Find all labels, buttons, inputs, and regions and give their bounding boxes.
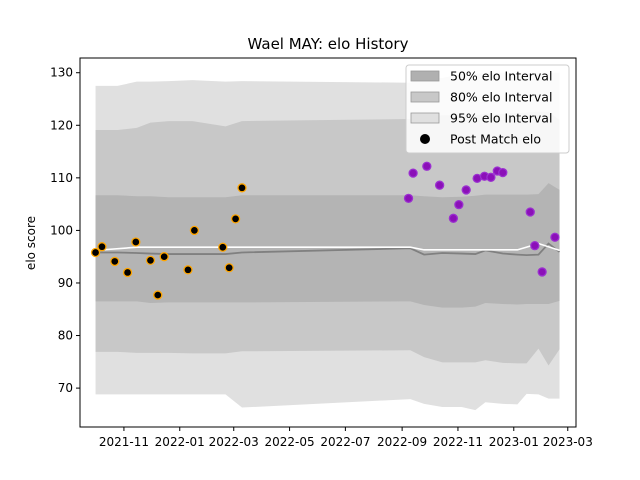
post-match-point-s0-10 bbox=[218, 242, 228, 252]
post-match-point-s1-5 bbox=[454, 200, 464, 210]
y-axis-label: elo score bbox=[24, 216, 38, 270]
post-match-point-s1-15 bbox=[550, 232, 560, 242]
legend-box bbox=[405, 64, 570, 154]
post-match-point-s1-12 bbox=[525, 207, 535, 217]
post-match-point-s0-13 bbox=[237, 183, 247, 193]
chart-title: Wael MAY: elo History bbox=[248, 35, 409, 53]
x-tick-label-3: 2022-05 bbox=[264, 435, 314, 449]
legend-swatch-1 bbox=[410, 91, 440, 103]
post-match-point-s0-7 bbox=[159, 252, 169, 262]
plot-area: 70 80 90 100 110 120 130 2021-11 2022-01 2022-03 2… bbox=[50, 57, 593, 449]
post-match-point-s0-8 bbox=[183, 265, 193, 275]
legend-label-3: Post Match elo bbox=[450, 132, 541, 147]
x-tick-label-6: 2022-11 bbox=[433, 435, 483, 449]
post-match-point-s0-0 bbox=[90, 247, 101, 258]
x-tick-label-1: 2022-01 bbox=[155, 435, 205, 449]
legend-label-0: 50% elo Interval bbox=[450, 69, 552, 84]
x-tick-label-4: 2022-07 bbox=[320, 435, 370, 449]
legend: 50% elo Interval 80% elo Interval 95% elo … bbox=[405, 64, 570, 154]
post-match-point-s1-6 bbox=[461, 185, 471, 195]
x-tick-label-8: 2023-03 bbox=[543, 435, 593, 449]
post-match-point-s0-2 bbox=[110, 256, 120, 267]
post-match-point-s1-9 bbox=[486, 172, 496, 182]
post-match-point-s0-1 bbox=[97, 242, 107, 252]
y-tick-label-2: 90 bbox=[58, 276, 73, 290]
x-tick-label-7: 2023-01 bbox=[489, 435, 539, 449]
post-match-point-s1-1 bbox=[408, 168, 418, 178]
post-match-point-s1-14 bbox=[537, 267, 547, 277]
post-match-point-s0-12 bbox=[230, 214, 241, 224]
y-tick-label-3: 100 bbox=[50, 223, 73, 237]
post-match-point-s0-3 bbox=[122, 267, 133, 278]
legend-swatch-2 bbox=[410, 112, 440, 124]
plot-inner bbox=[95, 72, 561, 411]
axes-frame bbox=[79, 57, 577, 428]
post-match-point-s0-11 bbox=[224, 263, 234, 273]
x-tick-label-5: 2022-09 bbox=[377, 435, 427, 449]
post-match-point-s1-2 bbox=[422, 161, 432, 171]
post-match-point-s1-0 bbox=[403, 193, 414, 203]
post-match-point-s0-5 bbox=[145, 255, 156, 266]
y-tick-label-0: 70 bbox=[58, 381, 73, 395]
x-tick-label-0: 2021-11 bbox=[99, 435, 149, 449]
legend-swatch-0 bbox=[410, 70, 440, 82]
post-match-point-s0-9 bbox=[189, 225, 200, 236]
interval-50-band bbox=[95, 183, 560, 308]
post-match-point-s1-11 bbox=[498, 167, 508, 178]
legend-label-1: 80% elo Interval bbox=[450, 90, 552, 105]
post-match-point-s1-13 bbox=[530, 241, 540, 251]
legend-label-2: 95% elo Interval bbox=[450, 111, 552, 126]
post-match-point-s1-3 bbox=[434, 180, 445, 190]
y-tick-label-1: 80 bbox=[58, 329, 73, 343]
mean-elo-line bbox=[95, 242, 561, 257]
y-tick-label-4: 110 bbox=[50, 171, 73, 185]
post-match-point-s0-6 bbox=[153, 290, 163, 300]
post-match-point-s1-4 bbox=[448, 213, 459, 223]
y-tick-label-5: 120 bbox=[50, 118, 73, 132]
legend-marker-3 bbox=[420, 134, 430, 144]
y-tick-label-6: 130 bbox=[50, 66, 73, 80]
post-match-point-s0-4 bbox=[131, 237, 141, 247]
x-tick-label-2: 2022-03 bbox=[209, 435, 259, 449]
